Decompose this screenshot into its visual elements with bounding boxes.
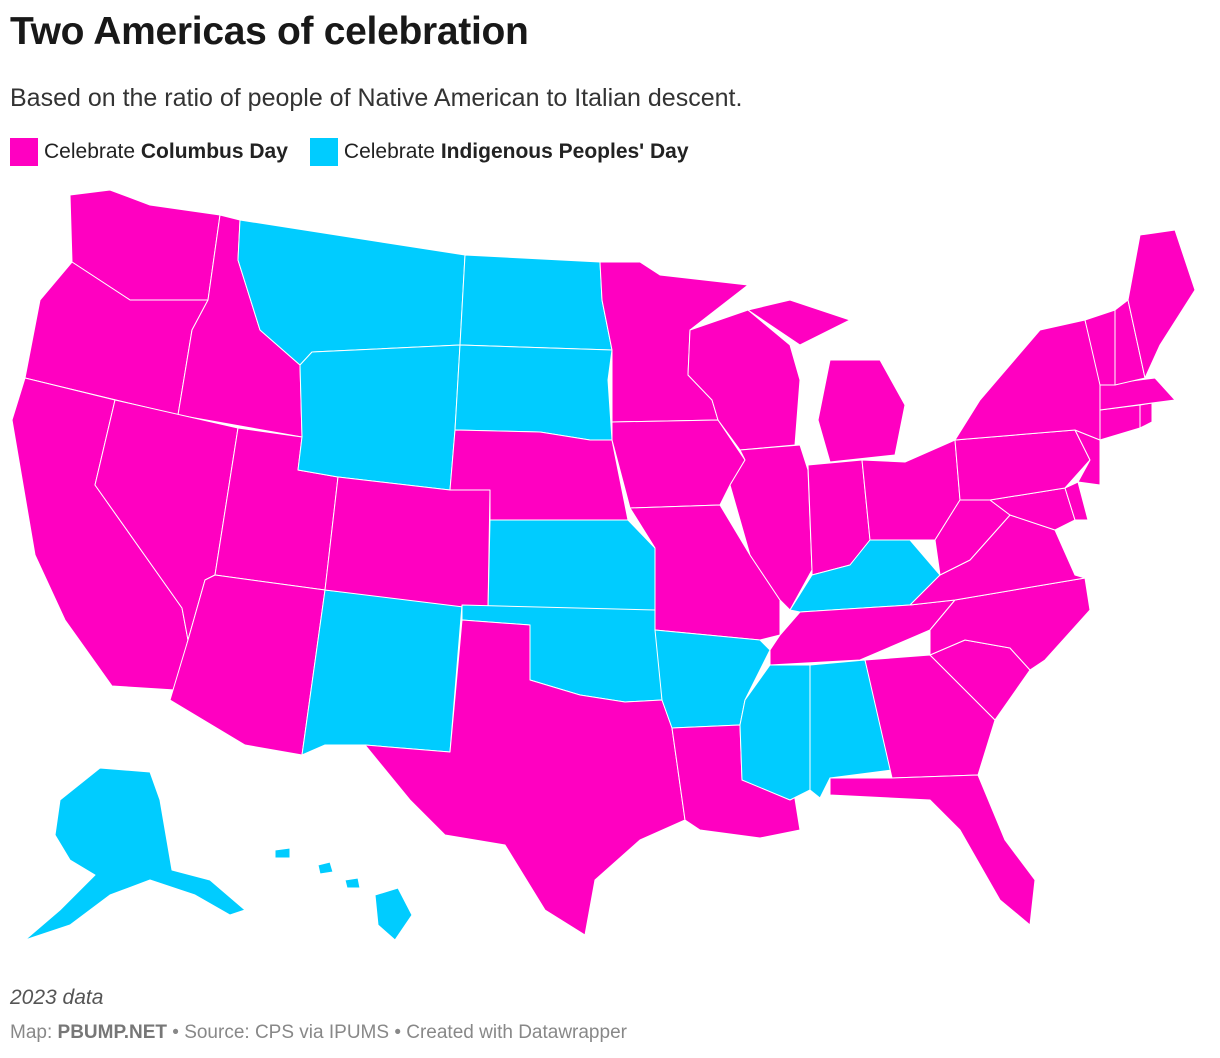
state-alaska [24,767,246,941]
data-year-note: 2023 data [10,986,104,1009]
state-iowa [611,419,746,509]
state-hawaii [274,847,413,941]
state-maine [1127,229,1196,379]
legend-swatch-columbus [10,138,38,166]
legend-swatch-indigenous [309,138,338,166]
state-new-york [954,319,1101,441]
us-state-map [11,189,1196,941]
legend-item-columbus: Celebrate Columbus Day [10,138,288,166]
source-footer: Map: PBUMP.NET • Source: CPS via IPUMS •… [10,1022,627,1043]
state-rhode-island [1139,402,1153,429]
chart-subtitle: Based on the ratio of people of Native A… [10,84,743,112]
state-colorado [324,476,491,611]
legend-label-indigenous: Celebrate Indigenous Peoples' Day [343,140,689,163]
state-north-dakota [459,254,613,351]
legend: Celebrate Columbus Day Celebrate Indigen… [10,138,711,166]
chart-title: Two Americas of celebration [10,10,529,53]
state-delaware [1064,481,1089,521]
state-kansas [487,519,656,611]
state-illinois [729,444,813,611]
state-south-dakota [454,344,613,441]
state-wyoming [297,344,461,491]
legend-item-indigenous: Celebrate Indigenous Peoples' Day [309,138,689,166]
state-massachusetts [1099,377,1176,411]
state-new-mexico [301,589,463,756]
state-michigan [747,299,906,463]
state-florida [829,774,1036,926]
legend-label-columbus: Celebrate Columbus Day [44,140,288,163]
state-georgia [864,654,996,779]
state-texas [364,619,686,936]
state-connecticut [1099,404,1141,441]
